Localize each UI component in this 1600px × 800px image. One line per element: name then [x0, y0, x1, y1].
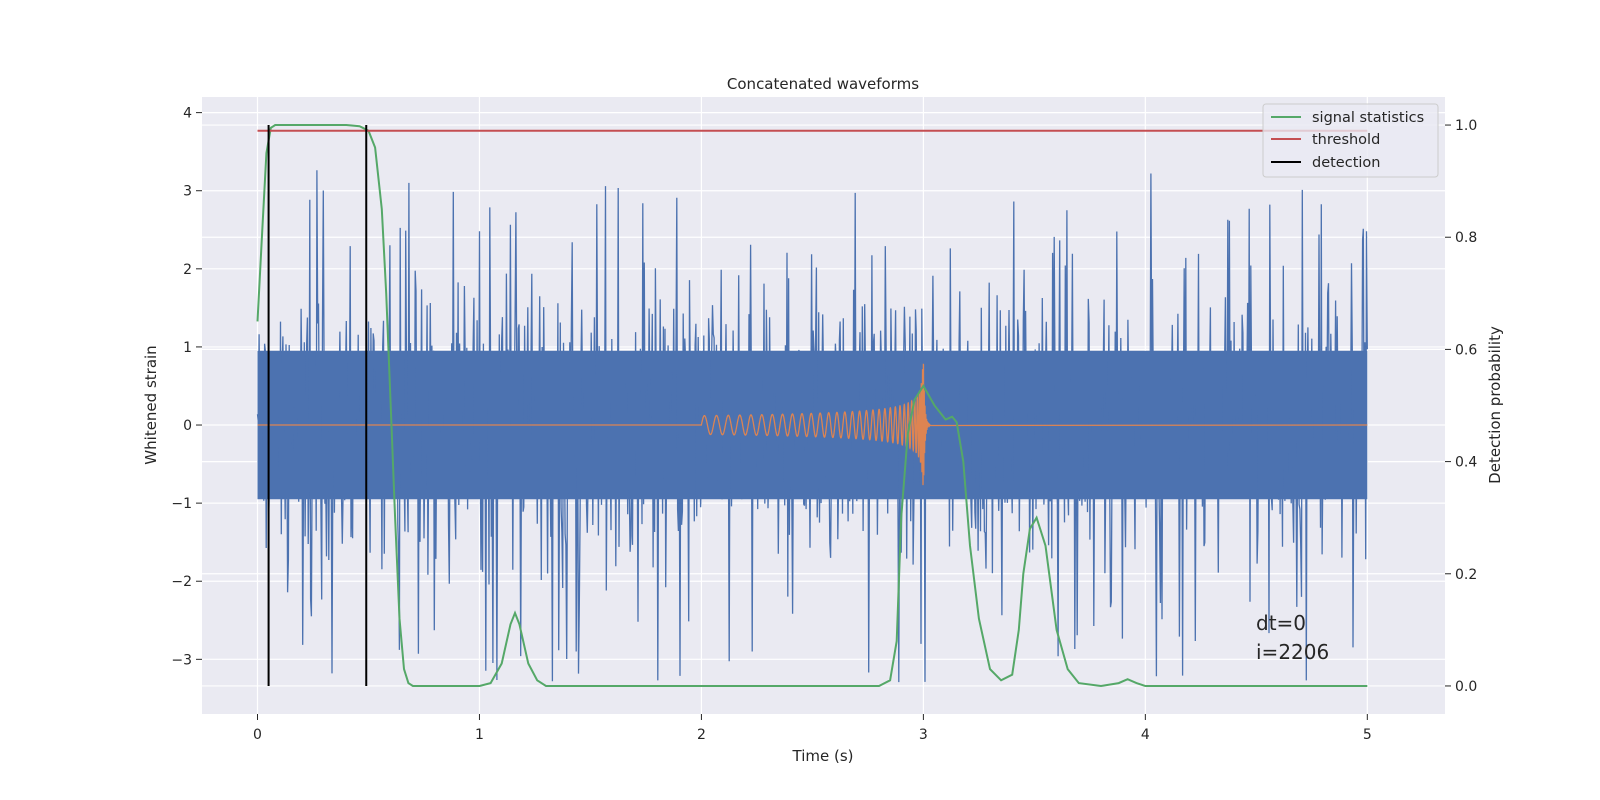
legend-box	[1262, 103, 1439, 178]
x-axis-label: Time (s)	[792, 747, 854, 765]
x-tick-label: 5	[1363, 727, 1372, 743]
injected-signal-line	[257, 363, 1368, 486]
y2-axis-label: Detection probability	[1486, 326, 1504, 484]
x-tick-label: 4	[1141, 727, 1150, 743]
y2-tick-label: 0.4	[1455, 455, 1477, 471]
y-tick-label: −1	[171, 496, 192, 512]
y-tick-label: −2	[171, 574, 192, 590]
y2-tick-label: 0.2	[1455, 567, 1477, 583]
chart-title: Concatenated waveforms	[727, 75, 919, 93]
x-tick-label: 3	[919, 727, 928, 743]
legend-label-signal-statistics: signal statistics	[1312, 110, 1424, 126]
y-tick-label: −3	[171, 652, 192, 668]
y2-tick-label: 0.6	[1455, 342, 1477, 358]
signal-statistics-series	[256, 124, 1368, 688]
legend: signal statistics threshold detection	[1262, 103, 1439, 178]
x-tick-label: 1	[475, 727, 484, 743]
legend-label-detection: detection	[1312, 155, 1380, 171]
signal-statistics-line	[256, 124, 1368, 688]
annotation-dt: dt=0	[1256, 611, 1306, 635]
legend-label-threshold: threshold	[1312, 132, 1380, 148]
y2-tick-label: 0.0	[1455, 679, 1477, 695]
y-tick-label: 4	[183, 106, 192, 122]
y2-tick-label: 0.8	[1455, 230, 1477, 246]
injected-signal-series	[257, 363, 1368, 486]
x-tick-label: 0	[253, 727, 262, 743]
y-axis-label: Whitened strain	[142, 345, 160, 464]
axes: 0 1 2 3 4 5 −3 −2 −1 0 1 2 3 4 0.0 0.2 0.4 0.6 0.8 1.0	[171, 106, 1477, 743]
annotation-index: i=2206	[1256, 640, 1329, 664]
y-tick-label: 2	[183, 262, 192, 278]
y-tick-label: 3	[183, 184, 192, 200]
x-tick-label: 2	[697, 727, 706, 743]
y-tick-label: 1	[183, 340, 192, 356]
y2-tick-label: 1.0	[1455, 118, 1477, 134]
y-tick-label: 0	[183, 418, 192, 434]
strain-noise-line	[256, 170, 1368, 683]
